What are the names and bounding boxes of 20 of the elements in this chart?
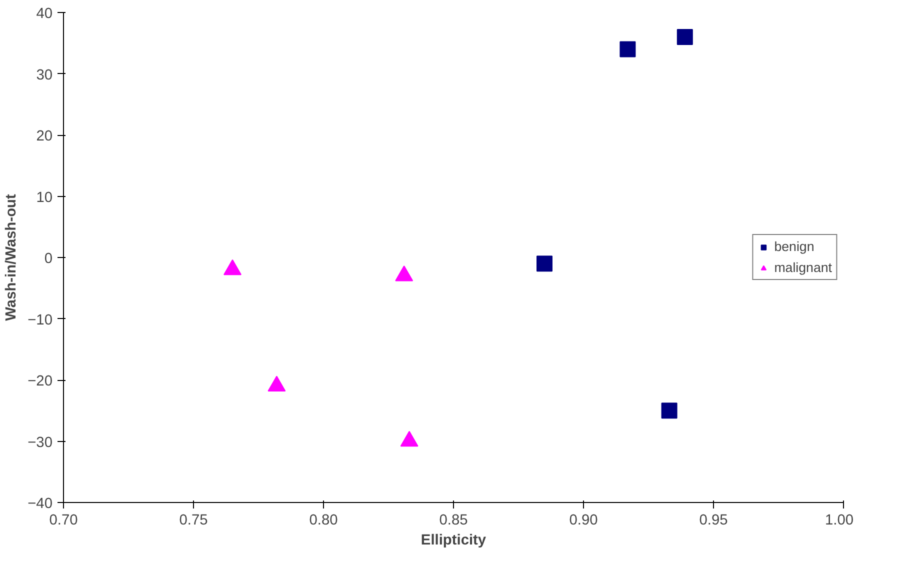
x-tick-label: 0.80 [309, 512, 338, 528]
y-tick-label: 0 [44, 251, 53, 267]
legend-label: benign [774, 239, 814, 254]
x-tick-label: 1.00 [824, 512, 854, 528]
y-tick-label: 10 [36, 190, 53, 206]
y-tick-label: −40 [28, 496, 53, 512]
x-tick-label: 0.70 [49, 512, 78, 528]
y-tick-label: 30 [36, 67, 53, 84]
x-tick-label: 0.90 [569, 512, 598, 528]
y-tick-label: 40 [36, 6, 53, 22]
x-axis-title: Ellipticity [420, 532, 487, 548]
y-tick-label: −10 [28, 312, 53, 328]
y-tick-label: −30 [28, 434, 53, 451]
x-tick-label: 0.95 [699, 512, 728, 528]
y-axis-title: Wash-in/Wash-out [4, 194, 20, 321]
legend-label: malignant [774, 260, 832, 275]
y-tick-label: −20 [28, 374, 53, 390]
y-tick-label: 20 [36, 128, 53, 144]
x-tick-label: 0.85 [439, 512, 468, 528]
x-tick-label: 0.75 [179, 512, 208, 528]
